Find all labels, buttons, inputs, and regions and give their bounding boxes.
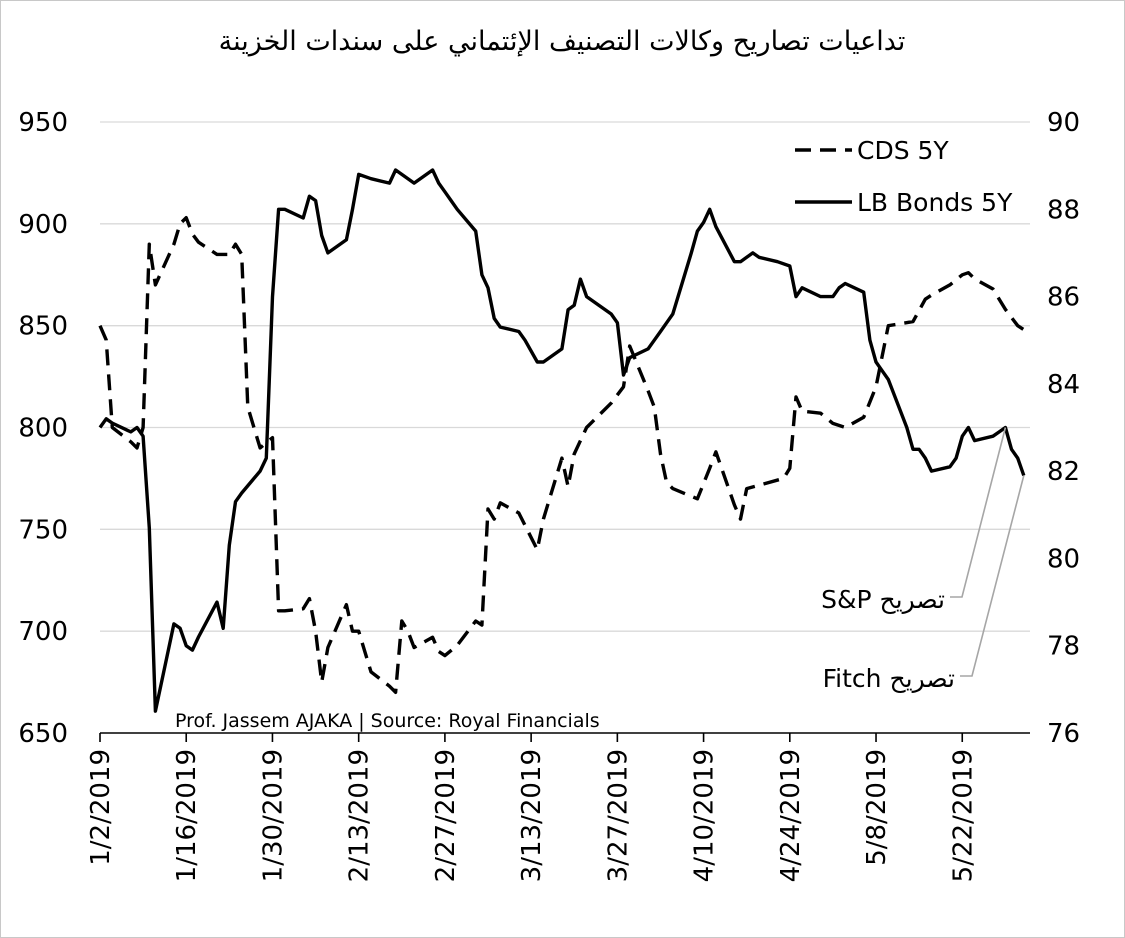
series-layer	[98, 168, 1026, 713]
y-left-tick-label: 750	[18, 515, 68, 545]
source-note: Prof. Jassem AJAKA | Source: Royal Finan…	[175, 710, 600, 732]
grid-lines	[100, 121, 1030, 632]
y-left-tick-label: 950	[18, 108, 68, 138]
legend-label: LB Bonds 5Y	[857, 188, 1013, 217]
left-axis-tick-labels: 650 700 750 800 850 900 950	[18, 108, 68, 749]
y-right-tick-label: 76	[1047, 719, 1080, 749]
chart-title: تداعيات تصاريح وكالات التصنيف الإئتماني …	[219, 26, 906, 57]
x-tick-label: 2/13/2019	[345, 749, 375, 882]
y-right-tick-label: 78	[1047, 632, 1080, 662]
annotation-label: Fitch تصريح	[823, 664, 955, 694]
x-axis-tick-labels: 1/2/2019 1/16/2019 1/30/2019 2/13/2019 2/27/…	[86, 749, 978, 882]
x-tick-label: 3/13/2019	[517, 749, 547, 882]
annotations: S&P تصريح Fitch تصريح	[821, 427, 1025, 694]
annotation-label: S&P تصريح	[821, 585, 945, 615]
annotation-leader	[960, 475, 1025, 677]
series-line-lb-bonds-5y	[98, 168, 1026, 713]
x-tick-label: 4/10/2019	[690, 749, 720, 882]
x-tick-label: 5/8/2019	[862, 749, 892, 866]
axes	[99, 732, 1030, 742]
y-left-tick-label: 800	[18, 414, 68, 444]
y-right-tick-label: 90	[1047, 108, 1080, 138]
y-right-tick-label: 80	[1047, 544, 1080, 574]
x-tick-label: 5/22/2019	[948, 749, 978, 882]
annotation-leader	[950, 427, 1007, 598]
x-tick-label: 1/30/2019	[258, 749, 288, 882]
y-right-tick-label: 84	[1047, 370, 1080, 400]
x-tick-label: 1/2/2019	[86, 749, 116, 866]
x-tick-label: 1/16/2019	[172, 749, 202, 882]
x-tick-label: 2/27/2019	[431, 749, 461, 882]
y-left-tick-label: 900	[18, 210, 68, 240]
y-right-tick-label: 82	[1047, 457, 1080, 487]
y-left-tick-label: 850	[18, 312, 68, 342]
y-right-tick-label: 88	[1047, 195, 1080, 225]
right-axis-tick-labels: 76 78 80 82 84 86 88 90	[1047, 108, 1080, 749]
y-left-tick-label: 650	[18, 719, 68, 749]
x-tick-label: 3/27/2019	[603, 749, 633, 882]
y-right-tick-label: 86	[1047, 283, 1080, 313]
legend-label: CDS 5Y	[857, 136, 949, 165]
legend: CDS 5Y LB Bonds 5Y	[795, 136, 1013, 217]
series-line-cds-5y	[98, 215, 1025, 694]
y-left-tick-label: 700	[18, 617, 68, 647]
x-tick-label: 4/24/2019	[776, 749, 806, 882]
